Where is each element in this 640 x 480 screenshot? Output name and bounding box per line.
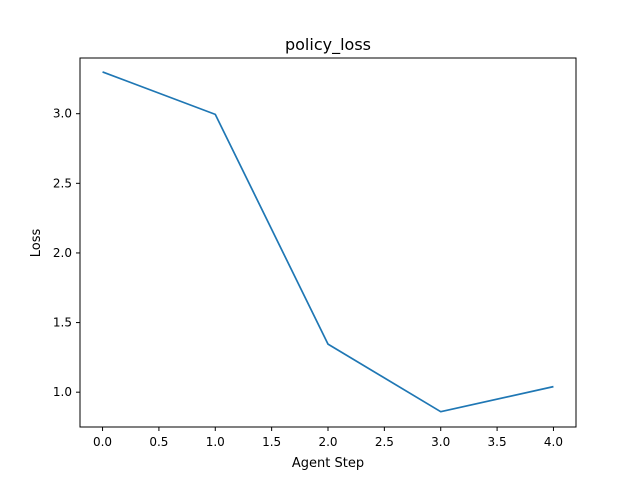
x-tick-label: 2.5	[375, 435, 394, 449]
series-line	[102, 71, 554, 413]
x-tick-label: 1.0	[206, 435, 225, 449]
x-tick-label: 4.0	[544, 435, 563, 449]
x-tick-label: 3.0	[431, 435, 450, 449]
x-tick-label: 2.0	[318, 435, 337, 449]
y-tick-label: 3.0	[53, 107, 72, 121]
y-axis: 1.0 1.5 2.0 2.5 3.0	[53, 107, 80, 399]
plot-frame	[79, 57, 577, 428]
x-tick-label: 0.0	[93, 435, 112, 449]
x-axis-label: Agent Step	[292, 456, 364, 471]
y-axis-label: Loss	[29, 229, 44, 258]
y-tick-label: 2.0	[53, 246, 72, 260]
series-layer	[102, 71, 554, 413]
chart-title: policy_loss	[285, 35, 371, 55]
x-axis: 0.0 0.5 1.0 1.5 2.0 2.5 3.0 3.5 4.0	[93, 427, 563, 449]
y-tick-label: 1.5	[53, 316, 72, 330]
x-tick-label: 3.5	[488, 435, 507, 449]
y-tick-label: 1.0	[53, 385, 72, 399]
x-tick-label: 0.5	[149, 435, 168, 449]
x-tick-label: 1.5	[262, 435, 281, 449]
y-tick-label: 2.5	[53, 176, 72, 190]
